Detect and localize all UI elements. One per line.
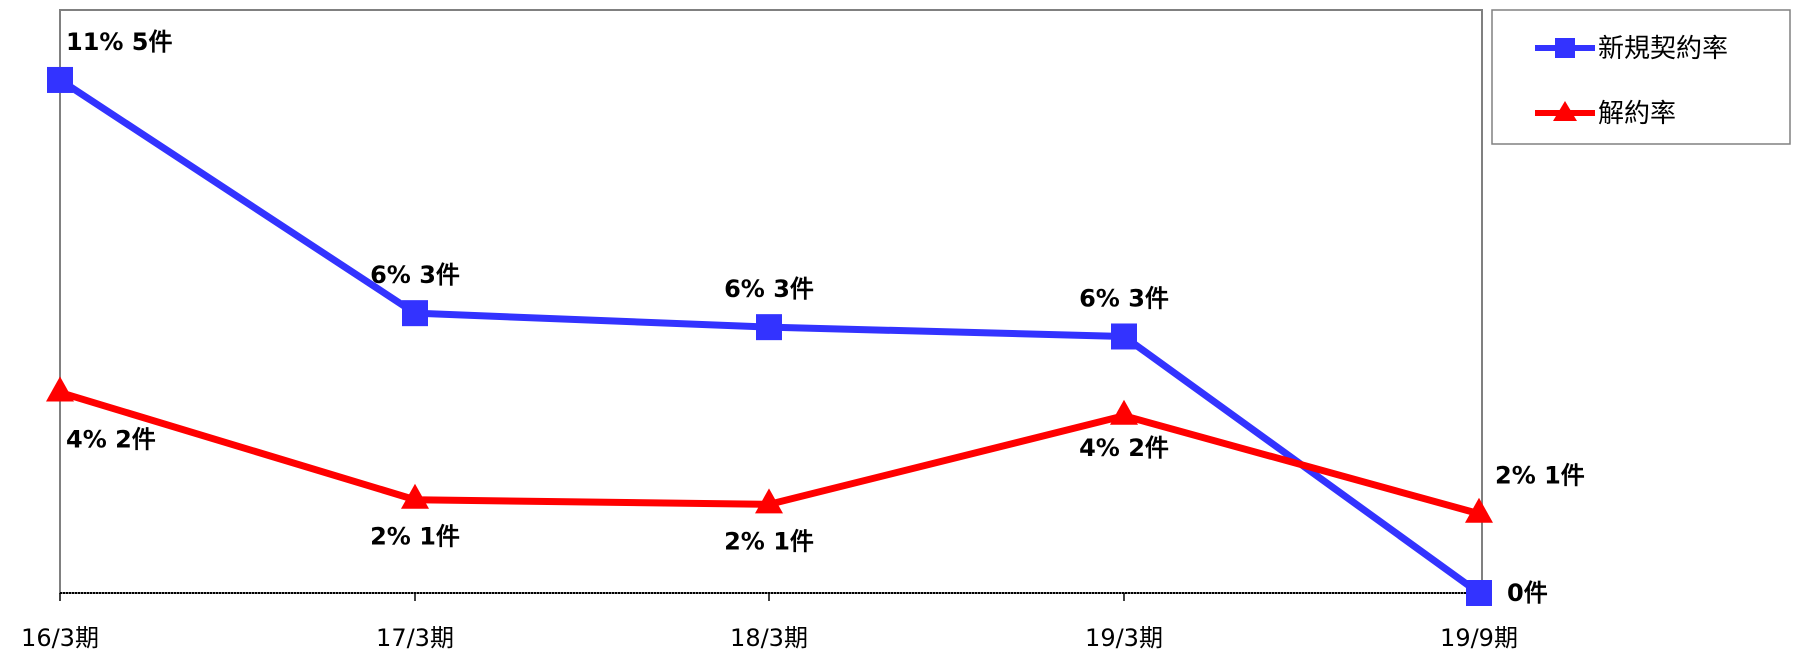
triangle-marker — [46, 376, 74, 402]
legend-label-cancellation: 解約率 — [1598, 99, 1676, 129]
series-layer — [46, 66, 1493, 606]
square-marker — [1466, 580, 1492, 606]
triangle-marker — [755, 488, 783, 514]
x-tick-label: 19/3期 — [1085, 624, 1163, 652]
triangle-marker — [1110, 399, 1138, 425]
legend-square-marker-icon — [1555, 38, 1575, 58]
data-label: 4% 2件 — [1079, 434, 1169, 462]
square-marker — [756, 314, 782, 341]
data-label: 2% 1件 — [724, 527, 814, 555]
data-labels: 11% 5件 6% 3件 6% 3件 6% 3件 0件 4% 2件 2% 1件 2% 1件 4%… — [66, 28, 1585, 607]
legend-label-new-contract: 新規契約率 — [1598, 34, 1728, 64]
x-axis-ticks: 16/3期 17/3期 18/3期 19/3期 19/9期 — [21, 593, 1518, 652]
data-label: 6% 3件 — [1079, 284, 1169, 312]
square-marker — [402, 300, 428, 327]
legend-box — [1491, 9, 1791, 145]
legend: 新規契約率 解約率 — [1491, 9, 1791, 145]
x-tick-label: 16/3期 — [21, 624, 99, 652]
data-label: 2% 1件 — [1495, 462, 1585, 490]
data-label: 2% 1件 — [370, 523, 460, 551]
square-marker — [1111, 323, 1137, 350]
triangle-marker — [1465, 497, 1493, 523]
data-label: 6% 3件 — [724, 275, 814, 303]
x-tick-label: 17/3期 — [376, 624, 454, 652]
data-label: 4% 2件 — [66, 425, 156, 453]
square-marker — [47, 66, 73, 93]
data-label: 0件 — [1507, 579, 1548, 607]
legend-triangle-marker-icon — [1553, 101, 1577, 121]
data-label: 11% 5件 — [66, 28, 173, 56]
legend-item-new-contract: 新規契約率 — [1535, 34, 1728, 64]
data-label: 6% 3件 — [370, 261, 460, 289]
legend-item-cancellation: 解約率 — [1535, 99, 1676, 129]
x-tick-label: 18/3期 — [730, 624, 808, 652]
x-tick-label: 19/9期 — [1440, 624, 1518, 652]
triangle-marker — [401, 483, 429, 509]
